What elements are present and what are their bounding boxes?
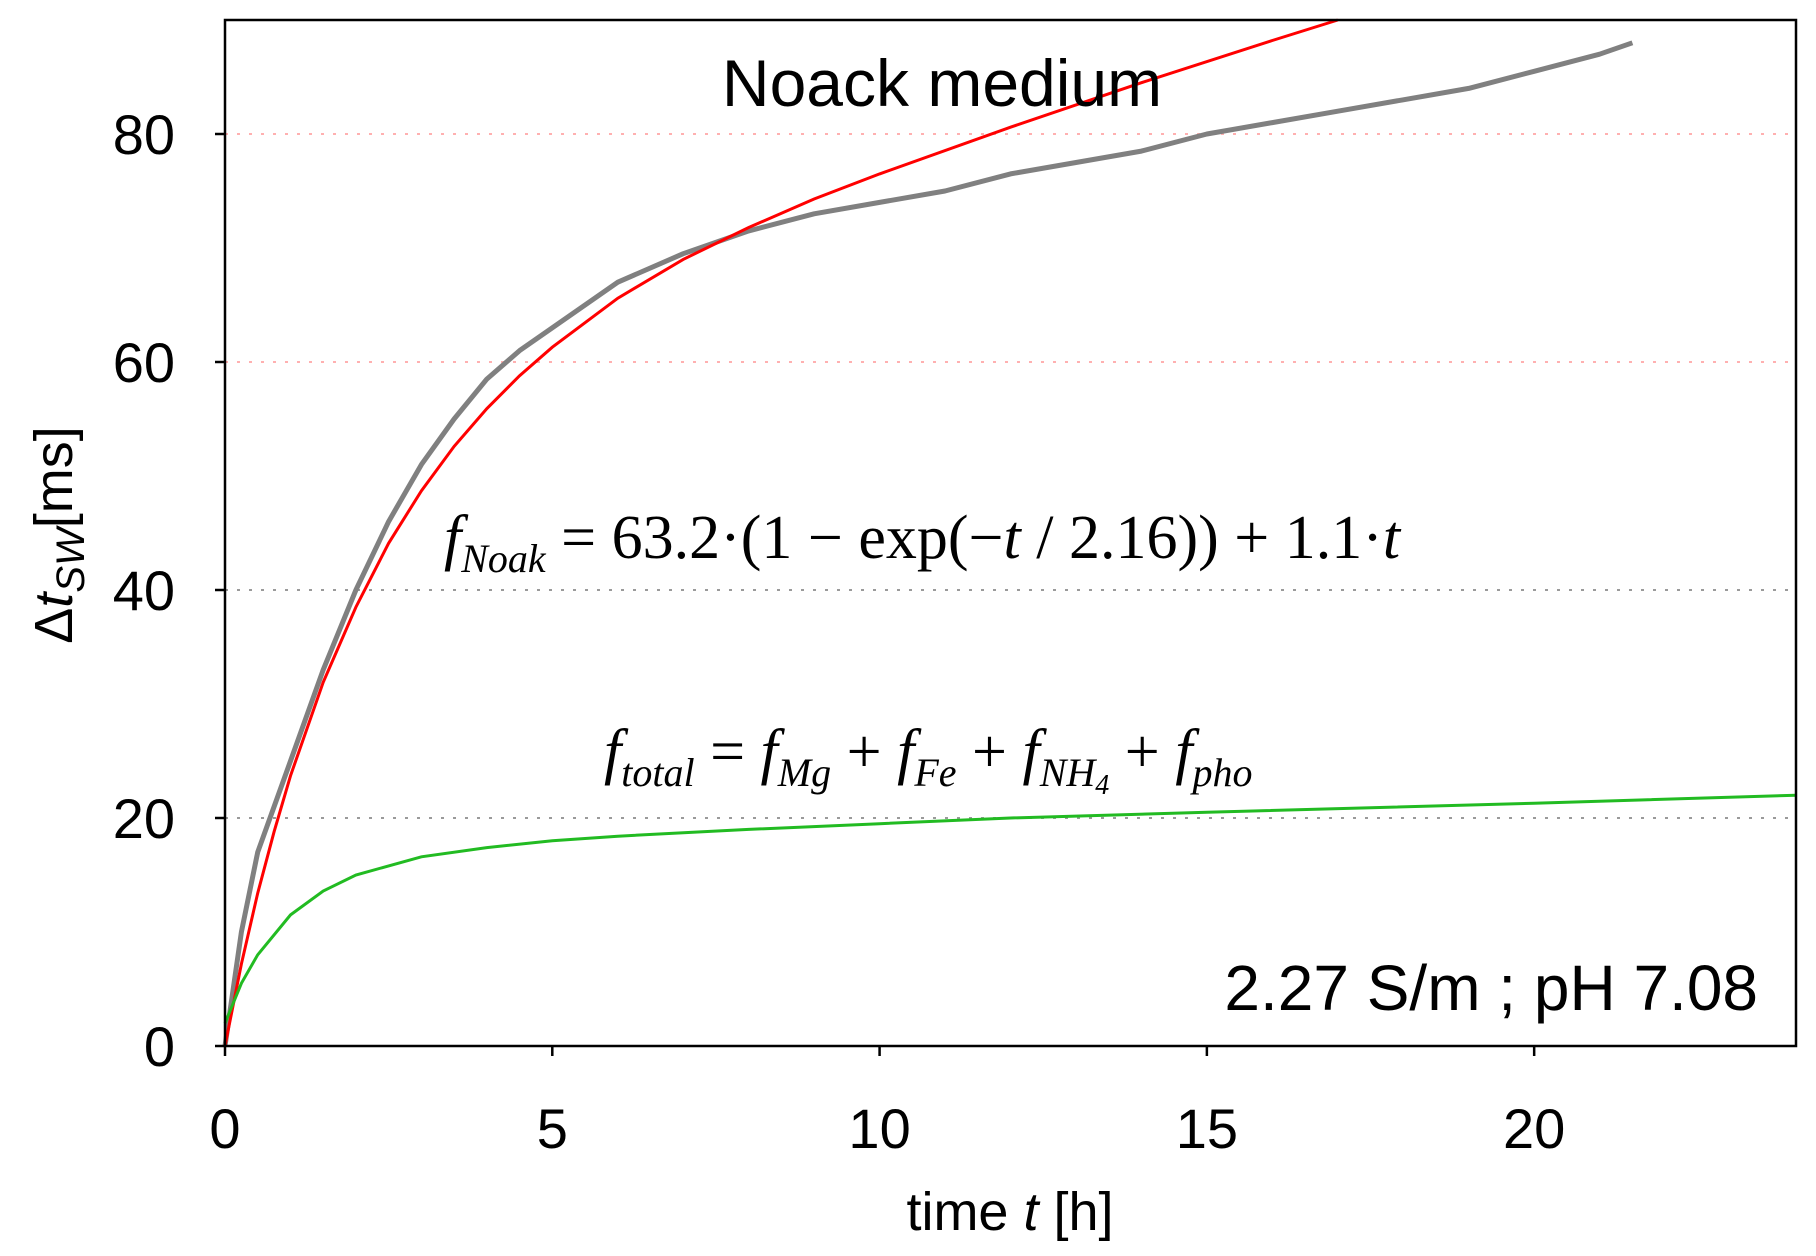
series-fit-line xyxy=(223,18,1339,1047)
fit-equation: fNoak = 63.2·(1 − exp(−t / 2.16)) + 1.1·… xyxy=(444,504,1402,581)
y-axis-label: ΔtSW[ms] xyxy=(24,426,93,644)
x-axis-ticks: 0 5 10 15 20 xyxy=(209,1046,1565,1160)
y-tick-label-80: 80 xyxy=(113,103,175,166)
plot-frame xyxy=(223,18,1798,1048)
y-tick-label-20: 20 xyxy=(113,787,175,850)
series-layer xyxy=(222,18,1797,1047)
x-tick-label-20: 20 xyxy=(1503,1097,1565,1160)
y-tick-label-40: 40 xyxy=(113,559,175,622)
grid-lines xyxy=(225,133,1796,819)
x-axis-label: time t [h] xyxy=(906,1182,1113,1242)
chart-title: Noack medium xyxy=(722,46,1162,120)
x-tick-label-0: 0 xyxy=(209,1097,240,1160)
conditions-label: 2.27 S/m ; pH 7.08 xyxy=(1224,952,1758,1024)
total-equation: ftotal = fMg + fFe + fNH4 + fpho xyxy=(604,718,1252,801)
x-tick-label-15: 15 xyxy=(1176,1097,1238,1160)
x-tick-label-10: 10 xyxy=(848,1097,910,1160)
y-tick-label-0: 0 xyxy=(144,1015,175,1078)
series-total-line xyxy=(223,793,1797,1024)
y-tick-label-60: 60 xyxy=(113,331,175,394)
x-tick-label-5: 5 xyxy=(537,1097,568,1160)
y-axis-ticks: 0 20 40 60 80 xyxy=(113,103,225,1078)
